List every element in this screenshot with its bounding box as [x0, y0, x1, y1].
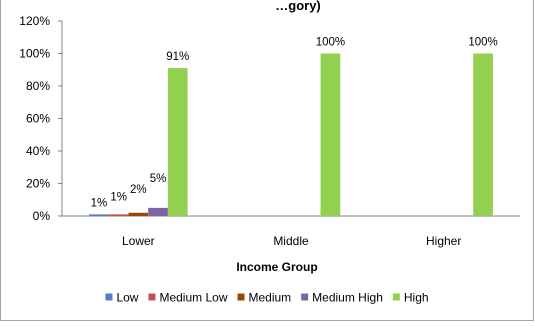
legend-label: Medium — [248, 291, 291, 305]
data-label: 100% — [468, 37, 497, 49]
bar — [473, 53, 493, 216]
x-axis-title: Income Group — [236, 260, 317, 274]
data-label: 100% — [316, 37, 345, 49]
data-label: 1% — [110, 191, 127, 203]
x-category-label: Higher — [426, 234, 461, 248]
y-tick-label: 0% — [33, 209, 51, 223]
legend-swatch — [301, 293, 309, 301]
bar — [167, 68, 188, 216]
legend-swatch — [105, 293, 113, 301]
x-category-label: Middle — [273, 234, 309, 248]
legend-swatch — [148, 293, 156, 301]
bar — [89, 214, 109, 216]
bar — [108, 214, 129, 216]
bars — [89, 53, 493, 216]
data-label: 5% — [150, 173, 167, 185]
y-tick-label: 20% — [26, 177, 50, 191]
legend-label: Medium High — [312, 291, 383, 305]
legend-swatch — [237, 293, 245, 301]
x-axis: Lower Middle Higher — [62, 215, 520, 248]
legend: Low Medium Low Medium Medium High High — [105, 291, 429, 305]
data-label: 91% — [166, 51, 189, 63]
y-tick-label: 100% — [19, 47, 50, 61]
legend-swatch — [392, 293, 400, 301]
legend-label: High — [404, 291, 429, 305]
y-tick-label: 40% — [26, 144, 50, 158]
x-category-label: Lower — [122, 234, 155, 248]
legend-label: Low — [116, 291, 138, 305]
y-tick-label: 80% — [26, 79, 50, 93]
bar — [128, 212, 149, 216]
legend-label: Medium Low — [159, 291, 227, 305]
y-tick-label: 60% — [26, 112, 50, 126]
y-tick-label: 120% — [19, 14, 50, 28]
y-axis: 0% 20% 40% 60% 80% 100% 120% — [19, 14, 63, 223]
bar — [148, 207, 168, 216]
bar — [320, 53, 341, 216]
data-label: 2% — [130, 184, 147, 196]
data-labels: 1% 1%2%5%91%100% 100% — [91, 37, 498, 210]
chart-title: …gory) — [275, 0, 321, 13]
data-label: 1% — [91, 197, 108, 209]
